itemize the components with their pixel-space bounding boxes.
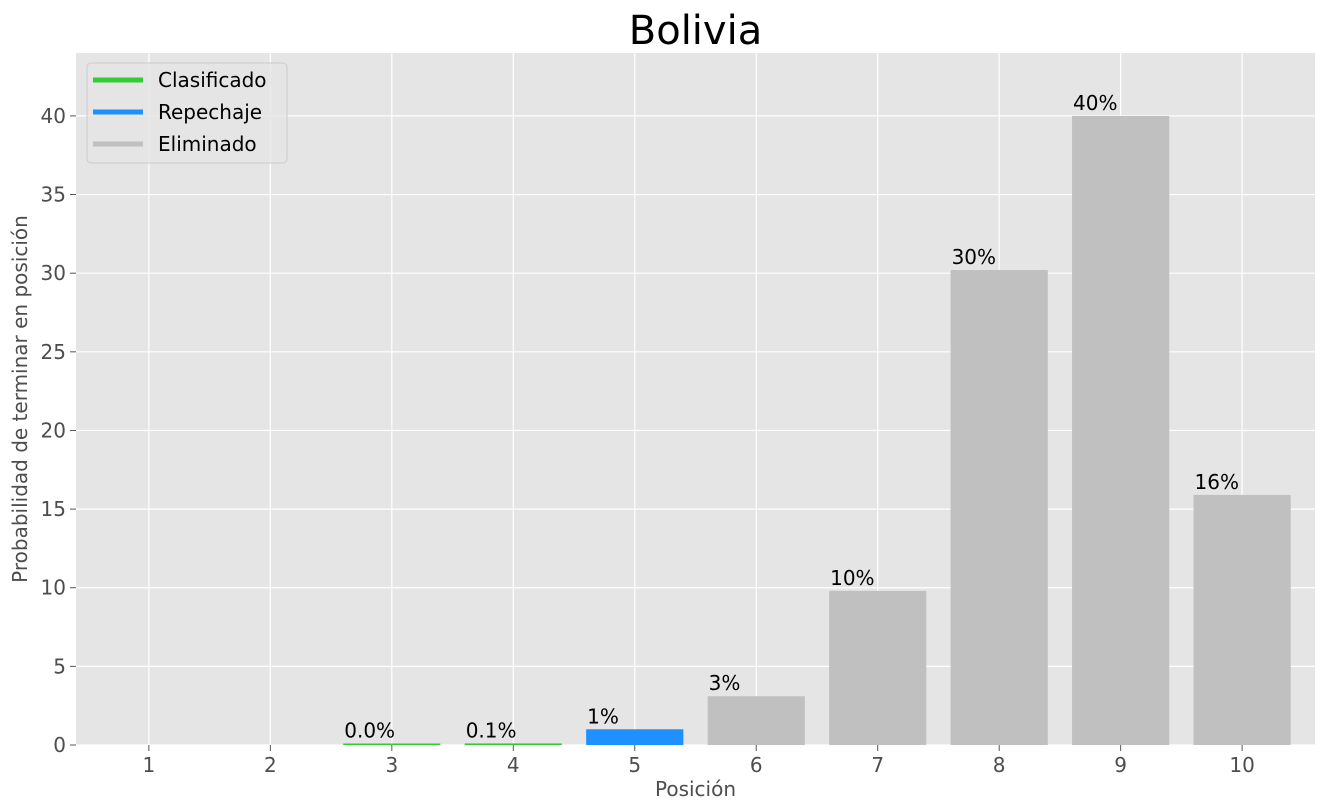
y-tick-label: 35	[41, 183, 66, 207]
bar	[1072, 115, 1170, 746]
x-tick-label: 10	[1229, 753, 1254, 777]
x-tick-label: 5	[628, 753, 641, 777]
y-tick-label: 25	[41, 340, 66, 364]
bar-value-label: 0.0%	[344, 719, 395, 743]
bar-value-label: 3%	[709, 671, 741, 695]
y-axis-label: Probabilidad de terminar en posición	[8, 215, 32, 583]
bar	[707, 696, 805, 745]
bar-value-label: 1%	[587, 704, 619, 728]
y-tick-label: 30	[41, 261, 66, 285]
x-tick-label: 1	[143, 753, 156, 777]
bar	[950, 270, 1048, 745]
bar	[586, 729, 684, 745]
legend: Clasificado Repechaje Eliminado	[86, 62, 288, 164]
bar-value-label: 0.1%	[466, 718, 517, 742]
y-tick-label: 20	[41, 418, 66, 442]
legend-box	[86, 62, 288, 164]
y-tick-label: 15	[41, 497, 66, 521]
legend-entry-label: Repechaje	[158, 100, 262, 124]
x-tick-label: 4	[507, 753, 520, 777]
bar	[464, 743, 562, 745]
y-axis-ticks: 0 5 10 15 20 25 30 35 40	[41, 104, 76, 757]
x-tick-label: 7	[871, 753, 884, 777]
x-axis-ticks: 1 2 3 4 5 6 7 8 9 10	[143, 745, 1255, 777]
bar-value-label: 30%	[952, 245, 996, 269]
data-labels: 0.0% 0.1% 1% 3% 10% 30% 40% 16%	[344, 91, 1239, 743]
bar	[1193, 494, 1291, 745]
x-tick-label: 8	[993, 753, 1006, 777]
x-tick-label: 3	[385, 753, 398, 777]
x-tick-label: 6	[750, 753, 763, 777]
bar	[829, 590, 927, 745]
bar-value-label: 40%	[1073, 91, 1117, 115]
bar-value-label: 10%	[830, 566, 874, 590]
legend-entry-label: Eliminado	[158, 132, 257, 156]
bar-value-label: 16%	[1195, 470, 1239, 494]
y-tick-label: 0	[53, 733, 66, 757]
legend-entry-label: Clasificado	[158, 68, 267, 92]
bars	[343, 115, 1291, 746]
x-tick-label: 2	[264, 753, 277, 777]
x-tick-label: 9	[1114, 753, 1127, 777]
y-tick-label: 40	[41, 104, 66, 128]
bar	[343, 743, 441, 745]
y-tick-label: 5	[53, 654, 66, 678]
x-axis-label: Posición	[655, 777, 736, 801]
y-tick-label: 10	[41, 576, 66, 600]
chart-title: Bolivia	[629, 8, 762, 54]
